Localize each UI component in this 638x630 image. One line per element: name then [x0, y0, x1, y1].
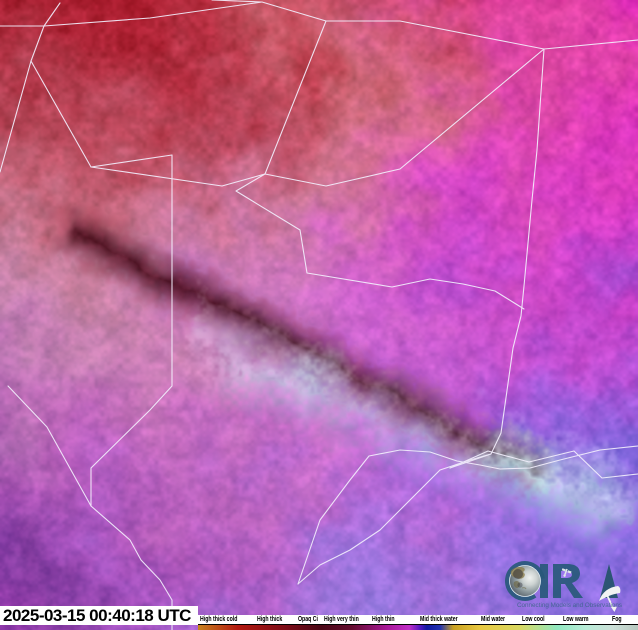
svg-text:Connecting Models and Observat: Connecting Models and Observations	[517, 602, 622, 609]
